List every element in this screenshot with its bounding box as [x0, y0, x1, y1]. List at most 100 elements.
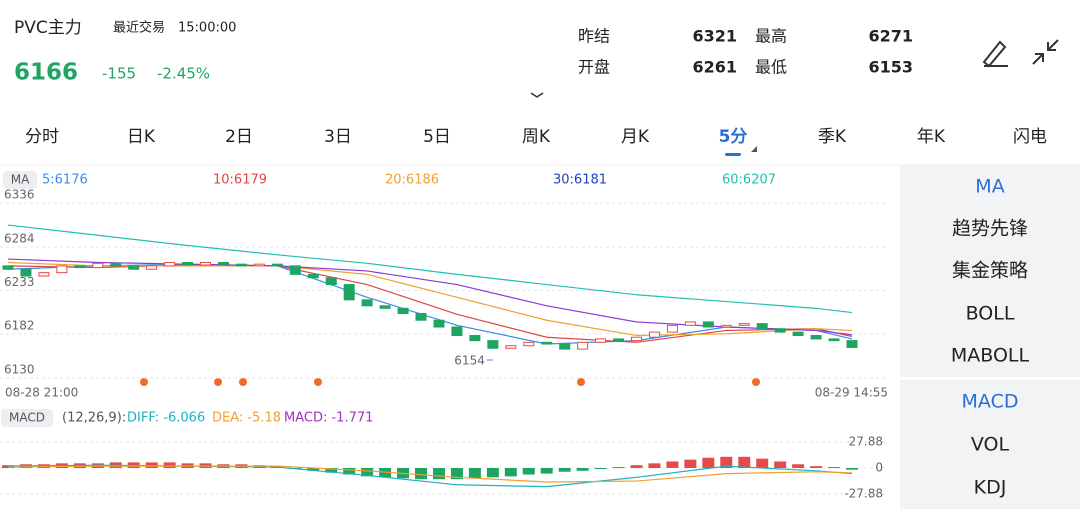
candle	[235, 263, 247, 267]
tab[interactable]: 闪电	[1013, 127, 1047, 147]
candle	[56, 265, 68, 274]
macd-bar	[792, 464, 805, 468]
macd-bar	[468, 468, 481, 479]
macd-bar	[648, 463, 661, 468]
macd-bar	[558, 468, 571, 472]
candle	[92, 262, 104, 269]
collapse-icon[interactable]	[1032, 39, 1059, 65]
event-dot	[140, 378, 148, 386]
stat-label: 开盘	[578, 58, 610, 77]
macd-bar	[576, 468, 589, 471]
candle	[253, 263, 265, 267]
candle	[361, 299, 373, 307]
candle	[74, 265, 86, 269]
tab[interactable]: 2日	[225, 127, 253, 147]
candle	[577, 341, 589, 350]
candle	[613, 338, 625, 342]
ma-line	[7, 258, 853, 336]
candle	[720, 324, 732, 328]
tab[interactable]: 季K	[818, 127, 847, 147]
macd-bar	[774, 461, 787, 468]
change: -155	[102, 65, 136, 83]
candle	[702, 321, 714, 328]
tab[interactable]: 3日	[324, 127, 352, 147]
macd-bar	[666, 461, 679, 468]
y-tick-label: 6182	[4, 318, 35, 332]
candle	[684, 321, 696, 326]
candle	[631, 336, 643, 342]
ma-legend: 5:6176	[42, 173, 88, 188]
indicator-option[interactable]: BOLL	[966, 303, 1015, 325]
macd-bar	[504, 468, 517, 477]
candle	[523, 341, 535, 347]
tab[interactable]: 年K	[917, 127, 946, 147]
indicator-option[interactable]: 集金策略	[952, 260, 1028, 282]
macd-line	[7, 465, 853, 483]
candle	[469, 335, 481, 342]
price: 6166	[14, 60, 78, 86]
candle	[289, 265, 301, 275]
candle	[792, 331, 804, 337]
macd-bar	[702, 457, 715, 468]
macd-bar	[343, 468, 356, 475]
indicator-option[interactable]: MACD	[962, 391, 1019, 413]
event-dot	[239, 378, 247, 386]
edit-icon[interactable]	[982, 40, 1008, 68]
candle	[487, 340, 499, 349]
candle	[648, 331, 660, 338]
ma-legend: 10:6179	[213, 173, 267, 188]
macd-legend: DEA: -5.18	[212, 411, 281, 426]
tab[interactable]: 周K	[522, 127, 551, 147]
candle	[146, 265, 158, 270]
candle	[810, 335, 822, 340]
macd-bar	[594, 468, 607, 469]
candle	[451, 326, 463, 337]
event-dot	[314, 378, 322, 386]
macd-bar	[450, 468, 463, 480]
sidebar-divider	[900, 377, 1080, 380]
tab[interactable]: 月K	[621, 127, 650, 147]
candle	[738, 323, 750, 326]
macd-bar	[630, 465, 643, 468]
indicator-option[interactable]: 趋势先锋	[952, 218, 1028, 240]
macd-bar	[307, 468, 320, 471]
candle	[325, 277, 337, 286]
indicator-option[interactable]: MABOLL	[951, 345, 1030, 367]
macd-bar	[163, 462, 176, 468]
event-dot	[752, 378, 760, 386]
macd-bar	[522, 468, 535, 475]
stat-label: 最高	[755, 27, 787, 46]
last-trade-time: 15:00:00	[178, 21, 236, 36]
tab[interactable]: 5分	[719, 127, 748, 147]
macd-bar	[612, 467, 625, 469]
candle	[2, 265, 14, 270]
tab[interactable]: 5日	[423, 127, 451, 147]
y-tick-label: 0	[875, 461, 883, 475]
ma-line	[7, 261, 853, 337]
candle	[828, 338, 840, 342]
expand-chevron[interactable]	[530, 92, 544, 98]
ma-tag: MA	[11, 173, 30, 187]
candle	[20, 268, 32, 277]
candle	[541, 341, 553, 345]
last-trade-label: 最近交易	[113, 20, 165, 36]
indicator-option[interactable]: MA	[975, 176, 1004, 198]
candle	[666, 324, 678, 333]
y-tick-label: 6284	[4, 232, 35, 246]
indicator-option[interactable]: KDJ	[974, 477, 1007, 499]
candle	[128, 265, 140, 270]
macd-bar	[361, 468, 374, 477]
macd-bar	[325, 468, 338, 473]
tab[interactable]: 日K	[127, 127, 156, 147]
y-tick-label: 6233	[4, 275, 35, 289]
candle	[182, 261, 194, 266]
event-dot	[577, 378, 585, 386]
macd-bar	[810, 466, 823, 468]
indicator-option[interactable]: VOL	[971, 434, 1010, 456]
candle	[774, 328, 786, 333]
event-dot	[214, 378, 222, 386]
candle	[559, 343, 571, 350]
tab[interactable]: 分时	[25, 127, 59, 147]
candle	[846, 340, 858, 348]
candle	[271, 263, 283, 267]
